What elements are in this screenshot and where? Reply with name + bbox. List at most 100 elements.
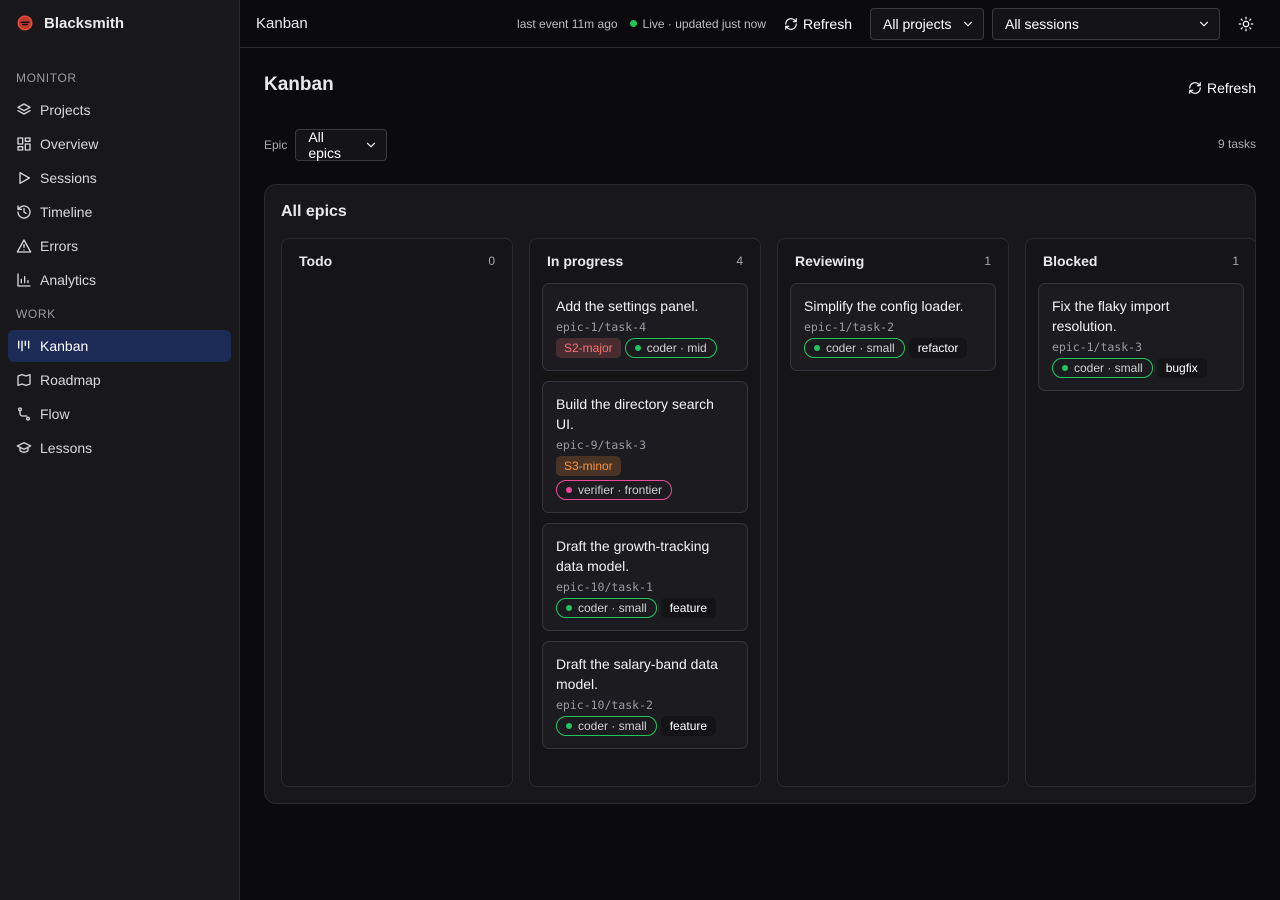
topbar-right: last event 11m ago Live · updated just no…: [517, 7, 1264, 40]
task-card[interactable]: Build the directory search UI. epic-9/tas…: [542, 381, 748, 513]
icon: [16, 170, 32, 186]
tag: verifier · frontier: [556, 480, 673, 500]
task-count: 9 tasks: [1217, 137, 1256, 151]
board: All epics Todo 0 In progress 4 Add the settin…: [264, 184, 1256, 804]
icon: [1188, 81, 1202, 95]
icon: [16, 102, 32, 118]
task-card[interactable]: Simplify the config loader. epic-1/task-2…: [790, 283, 996, 371]
topbar-title: Kanban: [256, 15, 308, 32]
refresh-label: Refresh: [802, 15, 852, 32]
tag: coder · small: [556, 598, 657, 618]
icon-svg: [963, 21, 973, 26]
tag: coder · small: [556, 716, 657, 736]
nav-item[interactable]: Flow: [8, 398, 231, 430]
page-refresh[interactable]: Refresh: [1178, 72, 1266, 104]
select-text: All sessions: [1005, 15, 1079, 32]
tags: S2-major coder · mid: [556, 338, 734, 358]
nav-label: Analytics: [40, 272, 97, 288]
task-card[interactable]: Draft the salary-band data model. epic-10…: [542, 641, 748, 749]
nav-label: Overview: [40, 136, 99, 152]
tag-text: coder · mid: [646, 341, 707, 355]
nav-label: Roadmap: [40, 372, 101, 388]
tag-dot: [1062, 365, 1068, 371]
epic-filter: Epic All epics: [264, 129, 388, 161]
column-name: Todo: [299, 253, 333, 269]
nav-item[interactable]: Lessons: [8, 432, 231, 464]
live-status: Live · updated just now: [629, 17, 766, 31]
nav-item[interactable]: Projects: [8, 94, 231, 126]
column: Reviewing 1 Simplify the config loader. epi…: [777, 238, 1009, 787]
icon-svg: [17, 374, 31, 386]
task-id: epic-1/task-4: [556, 320, 647, 334]
icon-svg: [17, 103, 31, 115]
live-dot: [629, 20, 637, 27]
column-name: In progress: [547, 253, 624, 269]
nav-item[interactable]: Roadmap: [8, 364, 231, 396]
nav-item[interactable]: Errors: [8, 230, 231, 262]
tag: S3-minor: [556, 456, 621, 476]
tags: S3-minor verifier · frontier: [556, 456, 734, 500]
brand-name: Blacksmith: [44, 14, 125, 32]
board-title: All epics: [281, 203, 347, 220]
refresh-label: Refresh: [1206, 80, 1256, 96]
column-header: Reviewing 1: [790, 239, 996, 283]
tag-dot: [566, 723, 572, 729]
section-title: MONITOR: [16, 71, 77, 85]
tag: coder · small: [1052, 358, 1153, 378]
section-title: WORK: [16, 307, 56, 321]
task-title: Draft the growth-tracking data model.: [556, 538, 710, 574]
icon: [364, 138, 378, 152]
tags: coder · small feature: [556, 716, 734, 736]
icon: [1197, 17, 1211, 31]
tag-text: S2-major: [564, 341, 613, 355]
column: In progress 4 Add the settings panel. epic-…: [529, 238, 761, 787]
refresh-button[interactable]: Refresh: [774, 8, 862, 40]
column-count: 4: [736, 254, 743, 268]
nav-label: Sessions: [40, 170, 97, 186]
nav-item[interactable]: Analytics: [8, 264, 231, 296]
session-select[interactable]: All sessions: [992, 7, 1220, 40]
icon-svg: [17, 273, 31, 287]
icon-svg: [1189, 82, 1201, 94]
tag-text: refactor: [917, 341, 959, 355]
column: Blocked 1 Fix the flaky import resolution.…: [1025, 238, 1255, 787]
tag: refactor: [908, 338, 968, 358]
task-id: epic-1/task-2: [804, 320, 895, 334]
project-select[interactable]: All projects: [870, 7, 984, 40]
theme-toggle[interactable]: [1228, 8, 1264, 40]
brand: Blacksmith: [16, 14, 124, 32]
nav-item[interactable]: Overview: [8, 128, 231, 160]
tag-dot: [634, 345, 641, 351]
column-count: 0: [488, 254, 495, 268]
tag: bugfix: [1156, 358, 1207, 378]
icon-svg: [19, 172, 30, 184]
icon-svg: [17, 15, 33, 31]
task-card[interactable]: Add the settings panel. epic-1/task-4 S2-m…: [542, 283, 748, 371]
tag-dot: [814, 345, 820, 351]
nav-item[interactable]: Timeline: [8, 196, 231, 228]
tags: coder · small feature: [556, 598, 734, 618]
task-card[interactable]: Draft the growth-tracking data model. epi…: [542, 523, 748, 631]
column-name: Reviewing: [795, 253, 865, 269]
icon: [1238, 16, 1254, 32]
sidebar: Blacksmith MONITOR Projects Overview Session…: [0, 0, 240, 900]
tag-text: coder · small: [1074, 361, 1143, 375]
tags: coder · small bugfix: [1052, 358, 1230, 378]
task-title: Simplify the config loader.: [804, 298, 964, 314]
epic-select[interactable]: All epics: [295, 129, 388, 161]
icon-svg: [18, 340, 30, 352]
nav-label: Projects: [40, 102, 91, 118]
nav-item[interactable]: Kanban: [8, 330, 231, 362]
icon: [16, 136, 32, 152]
icon-svg: [16, 239, 32, 253]
nav-item[interactable]: Sessions: [8, 162, 231, 194]
task-title: Build the directory search UI.: [556, 396, 714, 432]
task-title: Fix the flaky import resolution.: [1052, 298, 1170, 334]
tag: S2-major: [556, 338, 621, 358]
icon-svg: [1238, 16, 1254, 31]
icon: [784, 17, 798, 31]
tag-text: feature: [669, 719, 708, 733]
task-card[interactable]: Fix the flaky import resolution. epic-1/t…: [1038, 283, 1244, 391]
main: Kanban Refresh Epic All epics 9 tasks All epi…: [240, 48, 1280, 900]
